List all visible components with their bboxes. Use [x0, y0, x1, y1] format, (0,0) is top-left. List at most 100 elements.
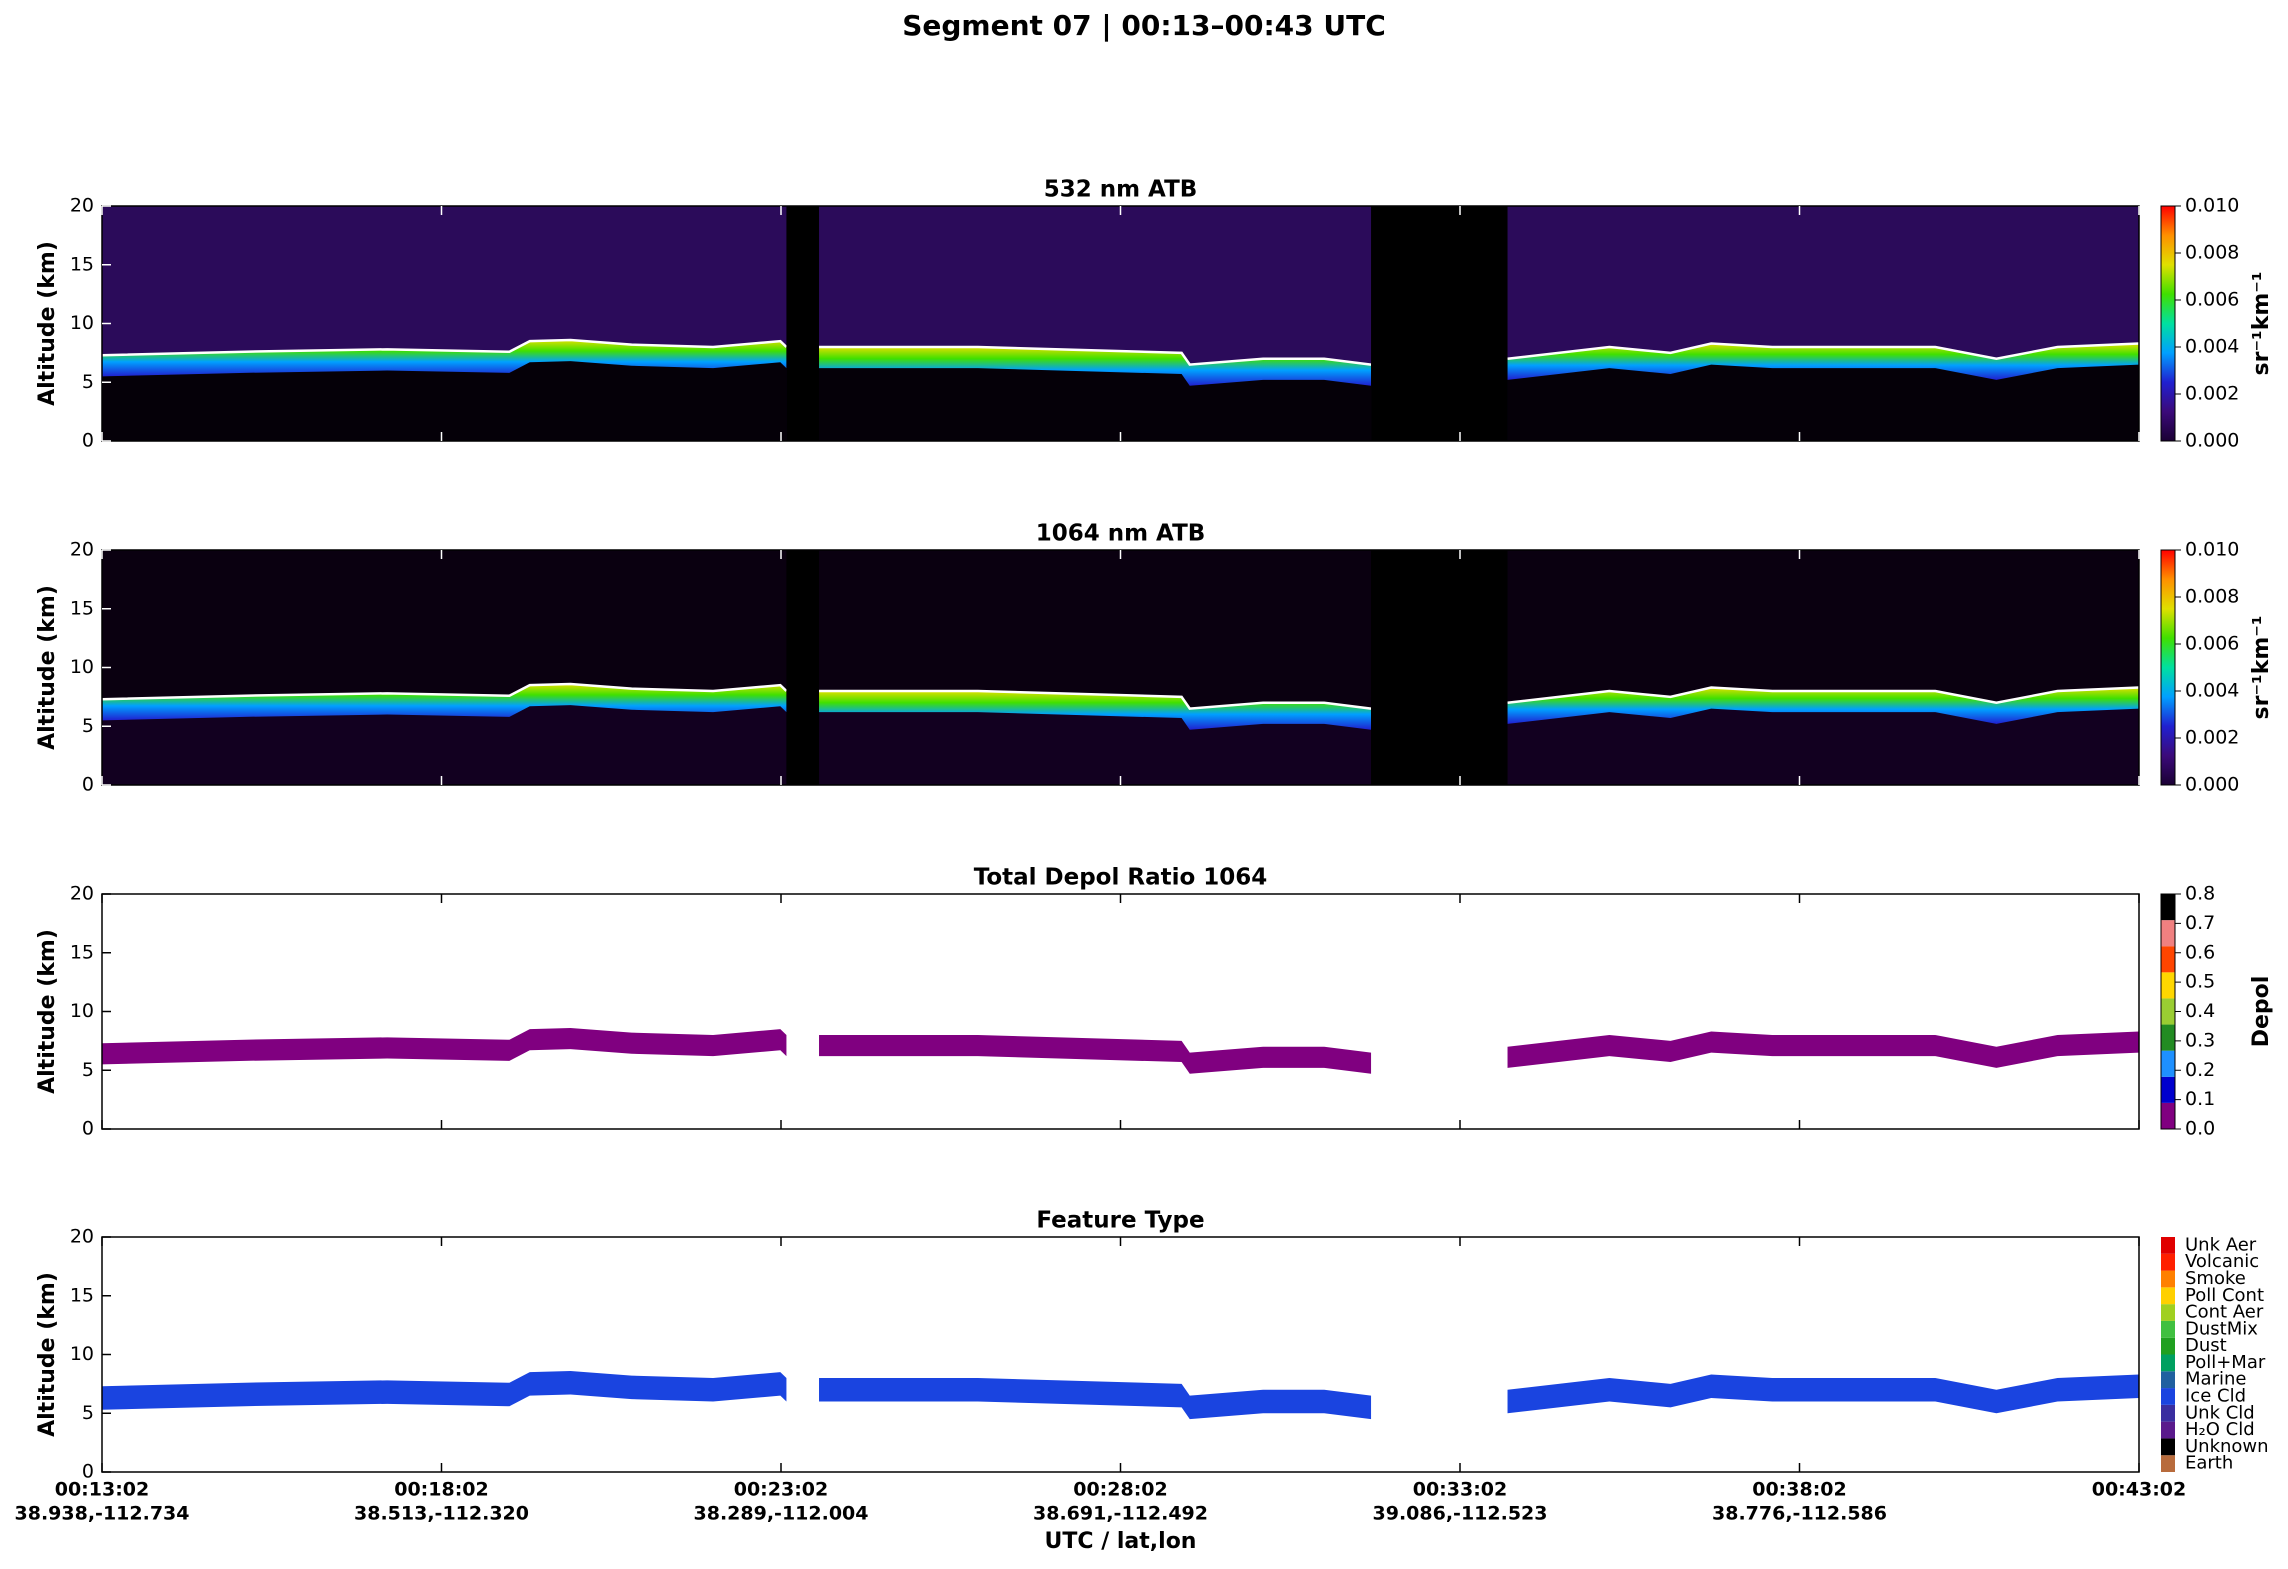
x-tick-sublabel: 38.289,-112.004	[694, 1503, 869, 1525]
x-tick-label: 00:43:02	[2092, 1479, 2187, 1501]
colorbar-tick-label: 0.010	[2185, 195, 2239, 217]
layer-top	[1507, 342, 2140, 361]
colorbar-tick-label: 0.008	[2185, 586, 2239, 608]
colorbar-tick-label: 0.7	[2185, 912, 2215, 934]
legend-swatch	[2161, 1304, 2175, 1321]
colorbar-tick-label: 0.010	[2185, 539, 2239, 561]
data-gap	[786, 550, 820, 785]
x-tick-sublabel: 38.776,-112.586	[1712, 1503, 1887, 1525]
layer-shape	[102, 1370, 787, 1410]
legend-label: Marine	[2185, 1369, 2246, 1390]
x-tick-sublabel: 39.086,-112.523	[1373, 1503, 1548, 1525]
y-tick-label: 15	[70, 1284, 94, 1306]
legend-label: Smoke	[2185, 1268, 2246, 1289]
y-tick-label: 5	[82, 715, 94, 737]
legend-label: Volcanic	[2185, 1251, 2259, 1272]
colorbar-tick-label: 0.000	[2185, 774, 2239, 796]
panel-title: 532 nm ATB	[1044, 177, 1198, 203]
y-tick-label: 10	[70, 312, 94, 334]
y-axis-label: Altitude (km)	[35, 241, 60, 406]
x-tick-label: 00:33:02	[1413, 1479, 1508, 1501]
colorbar-tick-label: 0.2	[2185, 1059, 2215, 1081]
y-tick-label: 0	[82, 430, 94, 452]
y-axis-label: Altitude (km)	[35, 1272, 60, 1437]
y-tick-label: 10	[70, 1000, 94, 1022]
layer-top	[101, 338, 788, 357]
layer-top	[819, 345, 1372, 366]
legend-label: Unk Aer	[2185, 1234, 2257, 1255]
y-tick-label: 0	[82, 774, 94, 796]
y-axis-label: Altitude (km)	[35, 929, 60, 1094]
legend-swatch	[2161, 1388, 2175, 1405]
colorbar-segment	[2161, 998, 2175, 1025]
legend-swatch	[2161, 1404, 2175, 1422]
y-tick-label: 15	[70, 941, 94, 963]
layer-shape	[102, 1027, 787, 1065]
colorbar-segment	[2161, 1102, 2175, 1129]
layer-shape	[819, 347, 1372, 386]
legend-swatch	[2161, 1371, 2175, 1389]
figure-title: Segment 07 | 00:13–00:43 UTC	[902, 9, 1386, 42]
layer-shape	[1507, 1031, 2139, 1068]
x-tick-label: 00:18:02	[394, 1479, 489, 1501]
legend-swatch	[2161, 1337, 2175, 1355]
colorbar-frame	[2160, 205, 2176, 442]
colorbar	[2161, 550, 2175, 785]
y-axis-label: Altitude (km)	[35, 585, 60, 750]
y-tick-label: 20	[70, 539, 94, 561]
legend-swatch	[2161, 1438, 2175, 1456]
plot-background	[102, 1237, 2139, 1472]
legend-label: Unk Cld	[2185, 1402, 2255, 1423]
legend-label: Unknown	[2185, 1436, 2269, 1457]
y-tick-label: 5	[82, 1402, 94, 1424]
layer-top	[101, 682, 788, 701]
legend-swatch	[2161, 1253, 2175, 1271]
colorbar-tick-label: 0.006	[2185, 633, 2239, 655]
legend-swatch	[2161, 1237, 2175, 1254]
y-tick-label: 15	[70, 597, 94, 619]
legend-label: Dust	[2185, 1335, 2227, 1356]
colorbar-tick-label: 0.004	[2185, 336, 2239, 358]
y-tick-label: 5	[82, 371, 94, 393]
colorbar-tick-label: 0.002	[2185, 727, 2239, 749]
y-tick-label: 5	[82, 1059, 94, 1081]
y-tick-label: 20	[70, 195, 94, 217]
layer-shape	[102, 683, 787, 721]
colorbar-tick-label: 0.000	[2185, 430, 2239, 452]
layer-shape	[1507, 1374, 2139, 1414]
legend-label: DustMix	[2185, 1318, 2258, 1339]
legend-label: H₂O Cld	[2185, 1419, 2255, 1440]
x-tick-label: 00:28:02	[1073, 1479, 1168, 1501]
colorbar-tick-label: 0.4	[2185, 1000, 2215, 1022]
layer-top	[1507, 686, 2140, 705]
colorbar-segment	[2161, 1024, 2175, 1051]
colorbar-tick-label: 0.3	[2185, 1029, 2215, 1051]
panel-title: Feature Type	[1036, 1208, 1204, 1234]
panel-title: Total Depol Ratio 1064	[974, 865, 1268, 891]
y-tick-label: 20	[70, 883, 94, 905]
x-tick-label: 00:38:02	[1752, 1479, 1847, 1501]
colorbar-tick-label: 0.0	[2185, 1118, 2215, 1140]
x-axis-label: UTC / lat,lon	[1045, 1529, 1197, 1554]
colorbar-tick-label: 0.008	[2185, 242, 2239, 264]
legend-swatch	[2161, 1354, 2175, 1372]
plot-background	[102, 894, 2139, 1129]
layer-top	[819, 689, 1372, 710]
layer-shape	[819, 1035, 1372, 1074]
colorbar-tick-label: 0.8	[2185, 883, 2215, 905]
colorbar-tick-label: 0.002	[2185, 383, 2239, 405]
layer-shape	[819, 691, 1372, 730]
layer-shape	[102, 339, 787, 377]
colorbar-tick-label: 0.006	[2185, 289, 2239, 311]
x-tick-sublabel: 38.938,-112.734	[15, 1503, 190, 1525]
panel-title: 1064 nm ATB	[1036, 521, 1206, 547]
legend-label: Ice Cld	[2185, 1385, 2246, 1406]
colorbar-tick-label: 0.1	[2185, 1088, 2215, 1110]
legend-label: Poll Cont	[2185, 1285, 2264, 1306]
legend-swatch	[2161, 1270, 2175, 1288]
colorbar-label: sr⁻¹km⁻¹	[2249, 616, 2274, 720]
layer-shape	[819, 1378, 1372, 1420]
colorbar-segment	[2161, 946, 2175, 973]
y-tick-label: 10	[70, 1343, 94, 1365]
